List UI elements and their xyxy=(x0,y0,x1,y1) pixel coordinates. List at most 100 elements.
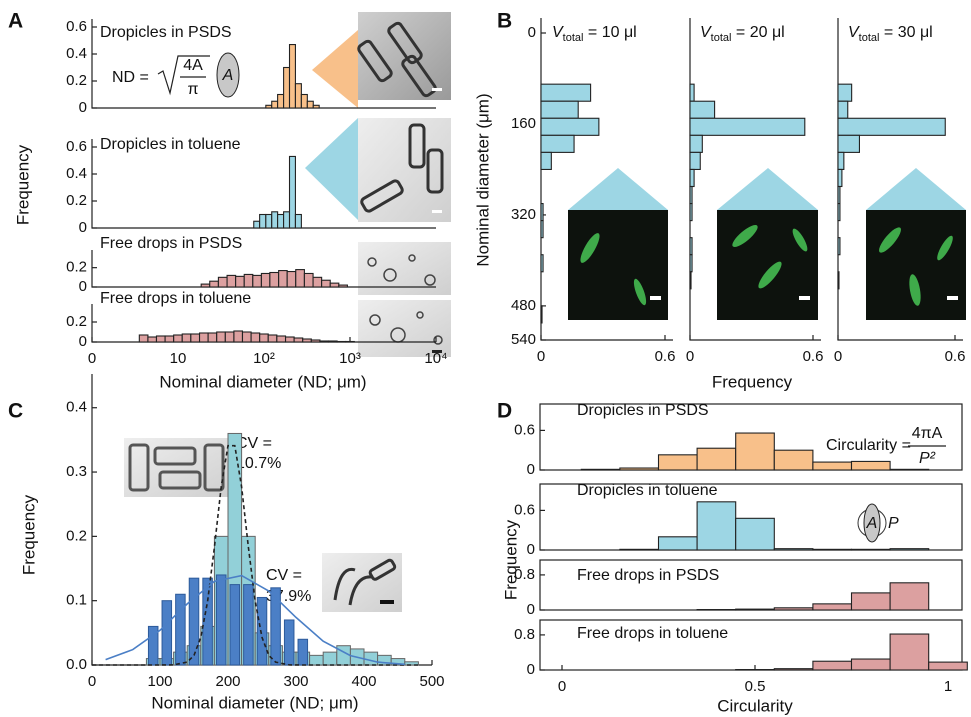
bar xyxy=(890,469,929,470)
bar xyxy=(852,593,891,610)
x-tick-label: 0 xyxy=(834,348,842,365)
y-tick-label: 0 xyxy=(527,461,535,478)
x-tick-label: 0.6 xyxy=(803,348,824,365)
bar xyxy=(774,450,813,470)
x-tick-label: 0 xyxy=(88,350,96,367)
x-axis-label: Circularity xyxy=(717,696,793,715)
x-tick-label: 10² xyxy=(253,350,275,367)
y-tick-label: 0.6 xyxy=(66,18,87,35)
y-tick-label: 0.2 xyxy=(66,192,87,209)
x-tick-label: 500 xyxy=(419,673,444,690)
bar xyxy=(307,101,313,108)
bar xyxy=(284,68,290,109)
bar xyxy=(690,118,805,135)
bar xyxy=(227,275,236,287)
y-tick-label: 0 xyxy=(79,99,87,116)
x-tick-label: 300 xyxy=(283,673,308,690)
bar xyxy=(218,277,227,287)
bar xyxy=(541,306,542,323)
formula-text: π xyxy=(187,81,198,98)
bar xyxy=(323,652,337,665)
zoom-wedge xyxy=(305,118,358,220)
bar xyxy=(541,152,551,169)
y-tick-label: 0.2 xyxy=(66,313,87,330)
scale-bar xyxy=(432,88,442,91)
bar xyxy=(268,335,277,342)
bar xyxy=(139,335,148,342)
bar xyxy=(176,594,186,665)
zoom-wedge xyxy=(312,30,358,108)
bar xyxy=(272,101,278,108)
bar xyxy=(278,215,284,229)
bar xyxy=(929,662,968,670)
bar xyxy=(690,272,691,289)
formula-text: Circularity = xyxy=(826,437,911,454)
y-tick-label: 0.2 xyxy=(66,259,87,276)
fluorescence-images xyxy=(568,168,966,320)
micrograph xyxy=(358,118,451,222)
bar xyxy=(838,169,842,186)
x-axis-label: Frequency xyxy=(712,372,793,391)
bar xyxy=(313,105,319,108)
bar xyxy=(301,95,307,109)
bar xyxy=(690,135,702,152)
bar xyxy=(304,273,313,287)
bar xyxy=(541,101,578,118)
bar xyxy=(290,45,296,108)
icon-label: A xyxy=(866,515,878,532)
bar xyxy=(541,221,543,238)
bar xyxy=(838,272,839,289)
bar xyxy=(261,273,269,287)
subplot-title: Free drops in PSDS xyxy=(577,567,719,584)
bar xyxy=(271,588,281,665)
bar xyxy=(165,336,174,342)
bar xyxy=(210,281,219,287)
bar xyxy=(286,337,295,342)
y-tick-label: 480 xyxy=(511,297,536,314)
bar xyxy=(541,118,599,135)
bar xyxy=(890,583,929,610)
bar xyxy=(191,334,200,342)
y-tick-label: 0.4 xyxy=(66,165,87,182)
formula-text: A xyxy=(222,67,234,84)
panel-label: D xyxy=(497,400,512,423)
bar xyxy=(690,238,692,255)
bar xyxy=(313,277,322,287)
formula-text: P² xyxy=(919,450,936,467)
bar xyxy=(774,669,813,670)
bar xyxy=(852,659,891,670)
bar xyxy=(541,255,543,272)
formula-text: ND = xyxy=(112,69,149,86)
bar xyxy=(295,215,301,229)
formula-text: 4πA xyxy=(912,425,943,442)
bar xyxy=(328,341,337,342)
x-tick-label: 200 xyxy=(215,673,240,690)
bar xyxy=(697,502,736,550)
bar xyxy=(234,331,243,342)
y-tick-label: 0.8 xyxy=(514,626,535,643)
y-axis-label: Frequency xyxy=(501,519,520,600)
bar xyxy=(736,433,775,470)
subplot-title: Vtotal = 20 μl xyxy=(700,24,785,44)
bar xyxy=(260,334,269,342)
bar xyxy=(290,156,296,228)
bar xyxy=(182,334,191,342)
bar xyxy=(257,597,267,665)
bar xyxy=(278,95,284,109)
x-tick-label: 1 xyxy=(944,678,952,695)
bar xyxy=(774,608,813,610)
bar xyxy=(690,152,700,169)
bar xyxy=(296,270,305,287)
y-tick-label: 0.2 xyxy=(66,72,87,89)
bar xyxy=(541,135,574,152)
bar xyxy=(690,169,694,186)
bar xyxy=(230,585,240,665)
bar xyxy=(298,639,308,665)
bar xyxy=(346,342,355,343)
bar xyxy=(736,609,775,610)
y-tick-label: 0.1 xyxy=(66,592,87,609)
panel-label: A xyxy=(8,10,23,33)
y-tick-label: 0.8 xyxy=(514,566,535,583)
bar xyxy=(690,204,692,221)
